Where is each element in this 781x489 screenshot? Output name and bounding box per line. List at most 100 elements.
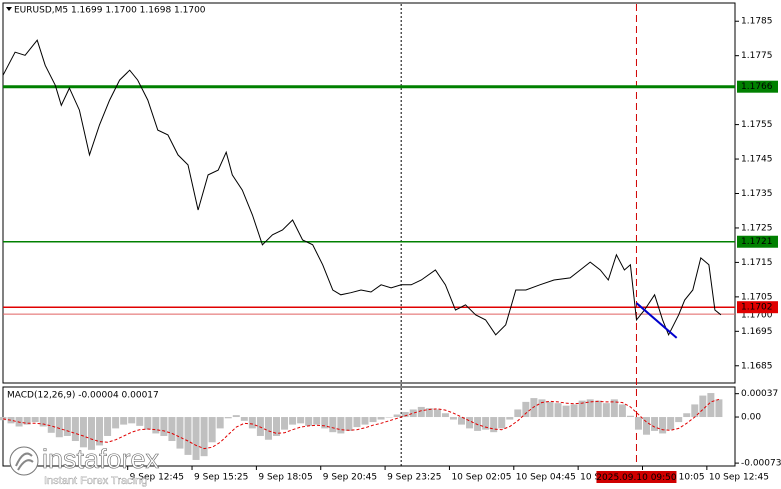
level-label: 1.1702	[741, 303, 773, 313]
histogram-bar	[425, 408, 433, 418]
y-tick-label: 1.1745	[741, 155, 773, 165]
logo-tagline: Instant Forex Tracing	[44, 475, 147, 487]
histogram-bar	[329, 417, 337, 433]
x-tick-label: 9 Sep 23:25	[387, 473, 441, 483]
histogram-bar	[176, 417, 184, 449]
histogram-bar	[474, 417, 482, 431]
logo-swoosh	[15, 452, 34, 471]
histogram-bar	[449, 417, 457, 420]
histogram-bar	[128, 417, 136, 424]
histogram-bar	[377, 417, 385, 420]
histogram-bar	[482, 417, 490, 430]
histogram-bar	[96, 417, 104, 446]
level-label-box	[737, 235, 778, 248]
histogram-bar	[31, 417, 39, 423]
histogram-bar	[594, 400, 602, 418]
histogram-bar	[87, 417, 95, 450]
histogram-bar	[104, 417, 112, 436]
histogram-bar	[554, 403, 562, 418]
histogram-bar	[643, 417, 651, 435]
histogram-bar	[120, 417, 128, 425]
histogram-bar	[289, 417, 297, 425]
x-tick-label: 10 Sep 02:05	[451, 473, 511, 483]
histogram-bar	[240, 417, 248, 421]
y-tick-label: 1.1785	[741, 17, 773, 27]
histogram-bar	[144, 417, 152, 430]
histogram-bar	[232, 415, 240, 418]
histogram-bar	[699, 395, 707, 418]
x-tick-label: 9 Sep 15:25	[194, 473, 248, 483]
x-tick-label: 10 Sep 04:45	[516, 473, 576, 483]
histogram-bar	[361, 417, 369, 425]
histogram-bar	[168, 417, 176, 442]
histogram-bar	[7, 417, 15, 424]
histogram-bar	[538, 399, 546, 418]
histogram-bar	[691, 404, 699, 418]
x-tick-label: 9 Sep 20:45	[323, 473, 377, 483]
title-arrow	[6, 7, 12, 11]
y-tick-label: 1.1715	[741, 258, 773, 268]
histogram-bar	[256, 417, 264, 436]
histogram-bar	[618, 404, 626, 418]
histogram-bar	[393, 414, 401, 418]
histogram-bar	[71, 417, 79, 442]
trend-line	[635, 302, 678, 339]
histogram-bar	[281, 417, 289, 430]
histogram-bar	[602, 403, 610, 418]
level-label: 1.1766	[741, 82, 773, 92]
plot-layer: 1.1785 1.1775 1.1755 1.1745 1.1735 1.1725 1.17…	[0, 4, 781, 483]
histogram-bar	[112, 417, 120, 429]
histogram-bar	[498, 417, 506, 429]
histogram-bar	[152, 417, 160, 434]
x-tick-label: 9 Sep 12:45	[130, 473, 184, 483]
histogram-bar	[651, 417, 659, 431]
histogram-bar	[610, 399, 618, 418]
histogram-bar	[433, 409, 441, 418]
histogram-bar	[546, 401, 554, 418]
histogram-bar	[216, 417, 224, 429]
y-tick-label: 1.1755	[741, 120, 773, 130]
histogram-bar	[458, 417, 466, 425]
histogram-bar	[55, 417, 63, 438]
histogram-bar	[47, 417, 55, 433]
chart-title: EURUSD,M5 1.1699 1.1700 1.1698 1.1700	[14, 6, 206, 16]
histogram-bar	[417, 406, 425, 418]
histogram-bar	[79, 417, 87, 448]
histogram-bar	[224, 417, 232, 419]
histogram-bar	[530, 398, 538, 418]
level-label-box	[737, 80, 778, 93]
macd-panel	[2, 386, 736, 467]
histogram-bar	[441, 413, 449, 418]
histogram-bar	[586, 399, 594, 418]
time-label: 2025.09.10 09:50	[596, 473, 677, 483]
histogram-bar	[337, 417, 345, 434]
histogram-bar	[369, 417, 377, 423]
level-label: 1.1721	[741, 237, 773, 247]
histogram-bar	[305, 417, 313, 426]
histogram-bar	[659, 417, 667, 434]
histogram-bar	[683, 413, 691, 418]
histogram-bar	[248, 417, 256, 429]
histogram-bar	[353, 417, 361, 428]
price-line	[2, 39, 722, 337]
y-tick-label: 1.1735	[741, 189, 773, 199]
histogram-bar	[667, 417, 675, 430]
x-tick-label: 9 Sep 18:05	[258, 473, 312, 483]
last-price-label: 1.1700	[741, 311, 773, 321]
histogram-bar	[578, 400, 586, 418]
histogram-bar	[562, 405, 570, 418]
logo-brand: instaforex	[42, 444, 160, 474]
histogram-bar	[707, 393, 715, 418]
histogram-bar	[39, 417, 47, 427]
histogram-bar	[626, 415, 634, 418]
y-tick-label: 0.00037	[741, 389, 778, 399]
y-tick-label: 1.1685	[741, 361, 773, 371]
histogram-bar	[160, 417, 168, 436]
level-label-box	[737, 301, 778, 314]
histogram-bar	[466, 417, 474, 429]
histogram-bar	[200, 417, 208, 457]
histogram-bar	[385, 417, 393, 418]
y-tick-label: 1.1695	[741, 327, 773, 337]
